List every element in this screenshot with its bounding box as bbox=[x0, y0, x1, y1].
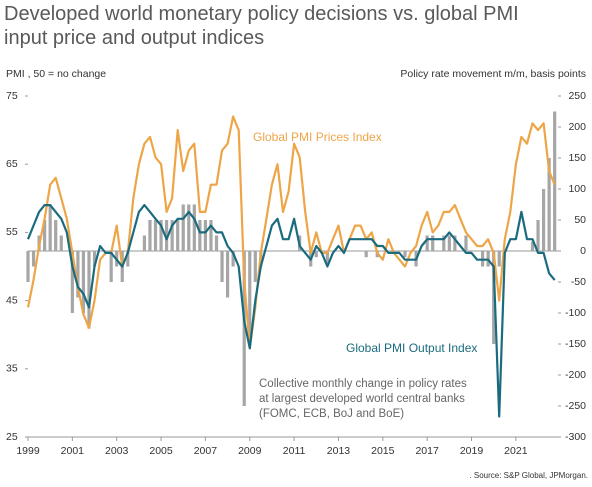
bar bbox=[203, 220, 208, 251]
bar bbox=[176, 220, 180, 251]
bar bbox=[92, 251, 97, 267]
y2-tick-label: -100 bbox=[565, 307, 586, 319]
y-tick-label: 25 bbox=[6, 431, 18, 443]
bar bbox=[492, 251, 496, 344]
bar bbox=[81, 251, 86, 313]
x-tick-label: 2011 bbox=[283, 445, 306, 457]
bar bbox=[231, 251, 235, 267]
x-tick-label: 2005 bbox=[149, 445, 173, 457]
y-tick-label: 65 bbox=[6, 158, 18, 170]
line bbox=[26, 204, 556, 418]
bar bbox=[497, 251, 501, 267]
bar bbox=[192, 204, 196, 251]
bar bbox=[541, 189, 546, 251]
bar bbox=[209, 220, 213, 251]
bar bbox=[314, 251, 318, 258]
y2-tick-label: 250 bbox=[568, 90, 586, 102]
bar bbox=[248, 251, 252, 344]
bar bbox=[164, 220, 169, 251]
bar bbox=[31, 251, 36, 267]
y2-tick-label: -200 bbox=[565, 369, 586, 381]
y2-tick-label: -300 bbox=[565, 431, 586, 443]
bar bbox=[364, 251, 368, 258]
x-tick-label: 2003 bbox=[105, 445, 129, 457]
x-tick-label: 1999 bbox=[16, 445, 40, 457]
y2-tick-label: -250 bbox=[565, 400, 586, 412]
bar bbox=[43, 220, 47, 251]
x-tick-label: 2021 bbox=[504, 445, 528, 457]
y2-tick-label: 0 bbox=[580, 245, 586, 257]
bar bbox=[170, 220, 174, 251]
bar bbox=[181, 204, 185, 251]
y2-axis-label: Policy rate movement m/m, basis points bbox=[400, 68, 586, 80]
x-tick-label: 2001 bbox=[61, 445, 85, 457]
y-tick-label: 45 bbox=[6, 294, 18, 306]
bar bbox=[447, 235, 451, 251]
bar bbox=[553, 111, 557, 251]
annotation: (FOMC, ECB, BoJ and BoE) bbox=[259, 408, 404, 420]
annotation: Collective monthly change in policy rate… bbox=[259, 378, 467, 390]
x-tick-label: 2013 bbox=[327, 445, 351, 457]
bar bbox=[425, 235, 429, 251]
series-label: Global PMI Prices Index bbox=[253, 130, 382, 144]
x-tick-label: 2015 bbox=[371, 445, 395, 457]
y-tick-label: 75 bbox=[6, 90, 18, 102]
bar bbox=[148, 220, 152, 251]
y2-tick-label: 150 bbox=[568, 152, 586, 164]
bar bbox=[109, 251, 113, 282]
x-tick-label: 2017 bbox=[415, 445, 439, 457]
y-tick-label: 55 bbox=[6, 226, 18, 238]
x-tick-label: 2019 bbox=[460, 445, 484, 457]
bar bbox=[536, 220, 540, 251]
bar bbox=[253, 251, 257, 282]
bar bbox=[403, 251, 407, 258]
bar bbox=[87, 251, 91, 329]
y2-tick-label: 200 bbox=[568, 121, 586, 133]
y-axis-label: PMI , 50 = no change bbox=[6, 68, 106, 80]
series-label: Global PMI Output Index bbox=[346, 341, 477, 355]
annotation: at largest developed world central banks bbox=[259, 393, 465, 405]
bar bbox=[126, 251, 130, 267]
bar bbox=[214, 235, 219, 251]
bar bbox=[153, 220, 158, 251]
bar bbox=[220, 251, 224, 282]
y2-tick-label: -50 bbox=[571, 276, 586, 288]
x-tick-label: 2007 bbox=[194, 445, 218, 457]
line bbox=[26, 115, 556, 350]
source: . Source: S&P Global, JPMorgan. bbox=[469, 471, 588, 480]
bar bbox=[198, 220, 202, 251]
y2-tick-label: -150 bbox=[565, 338, 586, 350]
bar bbox=[187, 204, 191, 251]
bar bbox=[325, 251, 329, 264]
bar bbox=[59, 235, 63, 251]
bar bbox=[48, 204, 52, 251]
bar bbox=[547, 158, 551, 251]
bar bbox=[26, 251, 30, 282]
y-tick-label: 35 bbox=[6, 363, 18, 375]
bar bbox=[464, 235, 468, 251]
bar bbox=[54, 220, 58, 251]
x-tick-label: 2009 bbox=[238, 445, 262, 457]
bar bbox=[442, 235, 446, 251]
chart-title: Developed world monetary policy decision… bbox=[4, 3, 519, 49]
bar bbox=[159, 220, 163, 251]
bar bbox=[76, 251, 80, 298]
bar bbox=[453, 235, 457, 251]
bar bbox=[142, 235, 147, 251]
bar bbox=[225, 251, 230, 298]
bar bbox=[530, 241, 535, 251]
y2-tick-label: 100 bbox=[568, 183, 586, 195]
bar bbox=[70, 251, 74, 313]
y2-tick-label: 50 bbox=[574, 214, 586, 226]
bar bbox=[431, 235, 435, 251]
bar bbox=[242, 251, 246, 406]
